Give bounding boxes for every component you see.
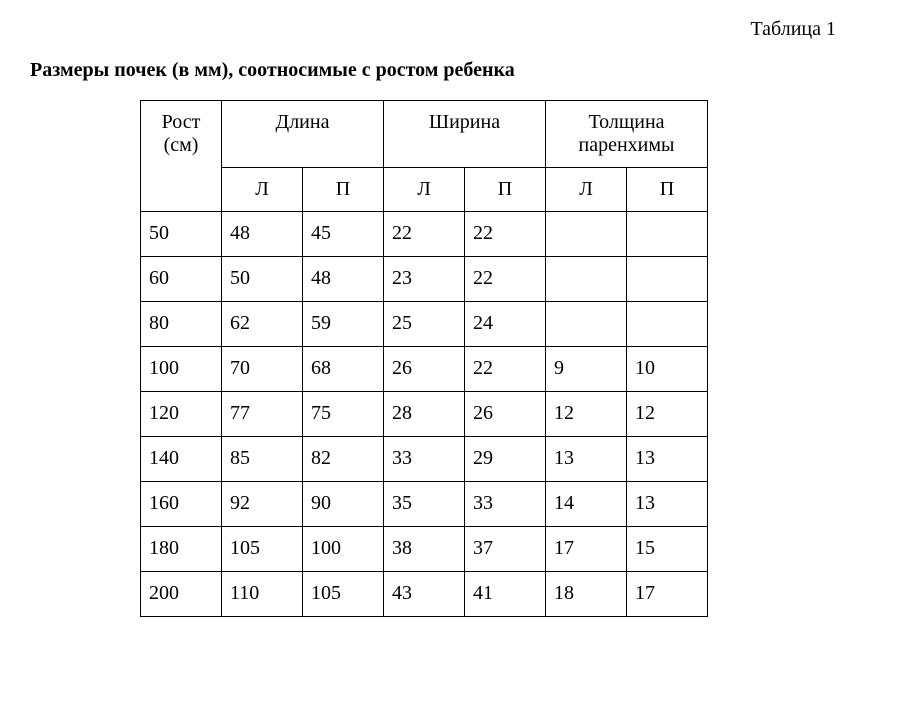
col-header-width-p: П — [465, 168, 546, 212]
table-cell: 12 — [546, 392, 627, 437]
table-header-row-2: Л П Л П Л П — [141, 168, 708, 212]
table-cell: 48 — [222, 212, 303, 257]
col-header-thick-l: Л — [546, 168, 627, 212]
table-cell — [546, 212, 627, 257]
table-cell: 75 — [303, 392, 384, 437]
table-cell: 70 — [222, 347, 303, 392]
table-cell: 13 — [627, 437, 708, 482]
kidney-size-table: Рост (см) Длина Ширина Толщина паренхимы… — [140, 100, 708, 617]
col-header-width-l: Л — [384, 168, 465, 212]
table-cell: 22 — [384, 212, 465, 257]
table-cell: 50 — [222, 257, 303, 302]
table-body: 5048452222605048232280625925241007068262… — [141, 212, 708, 617]
table-row: 8062592524 — [141, 302, 708, 347]
table-cell: 22 — [465, 212, 546, 257]
table-cell: 110 — [222, 572, 303, 617]
table-row: 20011010543411817 — [141, 572, 708, 617]
table-cell: 35 — [384, 482, 465, 527]
table-cell: 23 — [384, 257, 465, 302]
table-cell: 45 — [303, 212, 384, 257]
table-cell: 22 — [465, 257, 546, 302]
table-cell: 59 — [303, 302, 384, 347]
table-cell — [546, 257, 627, 302]
table-row: 140858233291313 — [141, 437, 708, 482]
table-caption: Размеры почек (в мм), соотносимые с рост… — [30, 59, 876, 82]
table-cell — [546, 302, 627, 347]
table-cell: 85 — [222, 437, 303, 482]
table-cell: 180 — [141, 527, 222, 572]
table-cell: 17 — [627, 572, 708, 617]
table-cell: 92 — [222, 482, 303, 527]
table-cell: 50 — [141, 212, 222, 257]
table-cell — [627, 302, 708, 347]
table-row: 120777528261212 — [141, 392, 708, 437]
table-cell: 100 — [303, 527, 384, 572]
table-cell: 33 — [465, 482, 546, 527]
table-cell: 62 — [222, 302, 303, 347]
table-cell: 13 — [546, 437, 627, 482]
table-number: Таблица 1 — [30, 18, 876, 41]
table-cell: 140 — [141, 437, 222, 482]
table-cell: 60 — [141, 257, 222, 302]
table-cell: 33 — [384, 437, 465, 482]
col-header-width: Ширина — [384, 101, 546, 168]
table-cell: 28 — [384, 392, 465, 437]
table-cell: 26 — [465, 392, 546, 437]
table-cell: 13 — [627, 482, 708, 527]
table-cell: 26 — [384, 347, 465, 392]
table-cell: 10 — [627, 347, 708, 392]
table-cell: 9 — [546, 347, 627, 392]
table-wrapper: Рост (см) Длина Ширина Толщина паренхимы… — [30, 100, 876, 617]
table-cell: 105 — [222, 527, 303, 572]
table-row: 5048452222 — [141, 212, 708, 257]
table-cell: 12 — [627, 392, 708, 437]
table-cell: 24 — [465, 302, 546, 347]
table-cell: 22 — [465, 347, 546, 392]
table-row: 10070682622910 — [141, 347, 708, 392]
table-cell: 90 — [303, 482, 384, 527]
col-header-thick-p: П — [627, 168, 708, 212]
table-cell — [627, 257, 708, 302]
table-cell: 29 — [465, 437, 546, 482]
table-row: 18010510038371715 — [141, 527, 708, 572]
col-header-length-l: Л — [222, 168, 303, 212]
table-cell: 17 — [546, 527, 627, 572]
col-header-thickness: Толщина паренхимы — [546, 101, 708, 168]
table-cell: 100 — [141, 347, 222, 392]
table-cell: 43 — [384, 572, 465, 617]
table-row: 160929035331413 — [141, 482, 708, 527]
col-header-length-p: П — [303, 168, 384, 212]
table-cell: 200 — [141, 572, 222, 617]
table-cell: 68 — [303, 347, 384, 392]
table-cell: 120 — [141, 392, 222, 437]
table-cell: 82 — [303, 437, 384, 482]
table-row: 6050482322 — [141, 257, 708, 302]
table-cell: 77 — [222, 392, 303, 437]
col-header-rost: Рост (см) — [141, 101, 222, 212]
table-cell: 15 — [627, 527, 708, 572]
table-cell: 18 — [546, 572, 627, 617]
table-cell — [627, 212, 708, 257]
col-header-length: Длина — [222, 101, 384, 168]
table-cell: 48 — [303, 257, 384, 302]
table-cell: 41 — [465, 572, 546, 617]
table-cell: 37 — [465, 527, 546, 572]
table-cell: 14 — [546, 482, 627, 527]
table-cell: 160 — [141, 482, 222, 527]
table-cell: 38 — [384, 527, 465, 572]
table-cell: 80 — [141, 302, 222, 347]
table-cell: 25 — [384, 302, 465, 347]
table-header-row-1: Рост (см) Длина Ширина Толщина паренхимы — [141, 101, 708, 168]
table-cell: 105 — [303, 572, 384, 617]
